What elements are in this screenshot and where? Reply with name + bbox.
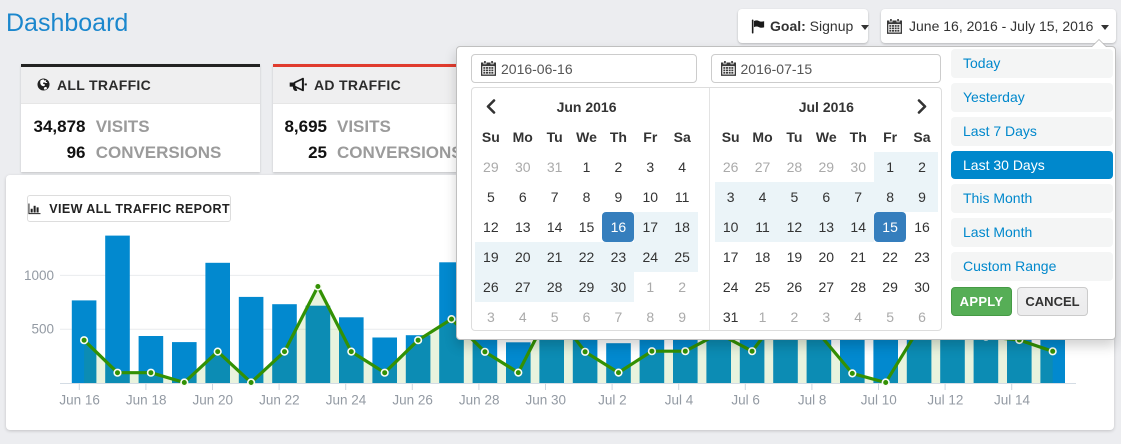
svg-text:Jul 6: Jul 6 [731, 393, 760, 408]
svg-text:Jun 28: Jun 28 [459, 393, 500, 408]
svg-text:Jun 16: Jun 16 [59, 393, 100, 408]
svg-text:Jun 24: Jun 24 [326, 393, 367, 408]
svg-text:Jul 2: Jul 2 [598, 393, 627, 408]
svg-text:Jun 30: Jun 30 [526, 393, 567, 408]
svg-text:Jun 18: Jun 18 [126, 393, 167, 408]
svg-text:Jul 10: Jul 10 [861, 393, 897, 408]
svg-text:500: 500 [31, 322, 54, 337]
svg-text:Jul 4: Jul 4 [665, 393, 694, 408]
svg-text:Jun 20: Jun 20 [193, 393, 234, 408]
svg-text:Jul 12: Jul 12 [927, 393, 963, 408]
svg-text:Jun 22: Jun 22 [259, 393, 300, 408]
svg-text:Jun 26: Jun 26 [392, 393, 433, 408]
svg-text:Jul 8: Jul 8 [798, 393, 827, 408]
svg-text:Jul 14: Jul 14 [994, 393, 1031, 408]
svg-text:1000: 1000 [24, 268, 54, 283]
